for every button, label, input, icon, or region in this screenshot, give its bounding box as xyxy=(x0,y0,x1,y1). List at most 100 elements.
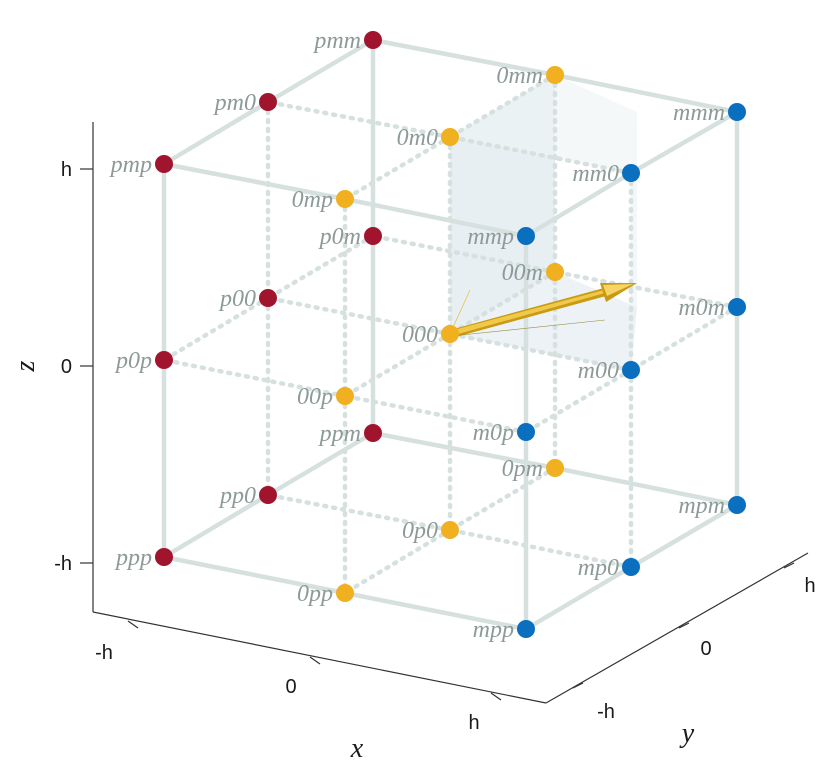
y-tick-labels: -h 0 h xyxy=(597,575,815,723)
point-00m-label: 00m xyxy=(502,260,543,286)
x-axis-title: x xyxy=(350,733,364,764)
point-0mp-label: 0mp xyxy=(292,187,333,213)
lattice-line xyxy=(265,99,453,140)
point-0m0-marker xyxy=(441,128,459,146)
lattice-line xyxy=(447,72,558,140)
point-mm0-label: mm0 xyxy=(572,161,619,187)
cube-edge xyxy=(552,465,740,508)
point-mpp-marker xyxy=(517,620,535,638)
arrow xyxy=(449,283,637,338)
point-0pm-label: 0pm xyxy=(502,456,543,482)
point-ppp-marker xyxy=(155,548,173,566)
point-p00-marker xyxy=(259,289,277,307)
y-tick-label: 0 xyxy=(700,638,711,660)
point-0mm-marker xyxy=(546,66,564,84)
point-00p-marker xyxy=(336,387,354,405)
lattice-line xyxy=(447,331,634,373)
z-tick-label: h xyxy=(61,159,72,181)
point-m0m-marker xyxy=(728,298,746,316)
lattice-line xyxy=(447,269,558,337)
cube-edge xyxy=(161,161,348,202)
lattice-line xyxy=(265,233,376,301)
point-ppm-marker xyxy=(364,424,382,442)
point-000-label: 000 xyxy=(402,322,438,348)
point-mp0-marker xyxy=(622,558,640,576)
point-ppm-label: ppm xyxy=(318,421,361,447)
lattice-line xyxy=(161,357,348,399)
cube-edges xyxy=(161,37,740,632)
point-pmm-label: pmm xyxy=(312,28,361,54)
point-mpp-label: mpp xyxy=(473,617,514,643)
point-pmp-marker xyxy=(155,155,173,173)
point-p0p-marker xyxy=(155,351,173,369)
point-pp0-marker xyxy=(259,486,277,504)
point-0m0-label: 0m0 xyxy=(397,125,438,151)
grid-points xyxy=(155,31,746,638)
cube-edge xyxy=(628,502,740,570)
point-mmp-marker xyxy=(517,227,535,245)
cube-edge xyxy=(523,564,634,632)
point-mpm-marker xyxy=(728,496,746,514)
cube-edge xyxy=(523,170,634,239)
lattice-line xyxy=(447,527,634,570)
point-000-marker xyxy=(441,325,459,343)
point-m0p-label: m0p xyxy=(473,420,514,446)
point-mmp-label: mmp xyxy=(467,224,514,250)
point-0mm-label: 0mm xyxy=(496,63,543,89)
y-tick-label: -h xyxy=(597,701,615,723)
lattice-line xyxy=(552,269,740,310)
point-0p0-marker xyxy=(441,521,459,539)
x-tick-label: h xyxy=(468,712,479,734)
point-0p0-label: 0p0 xyxy=(402,518,438,544)
point-mmm-label: mmm xyxy=(673,100,725,126)
cube-edge xyxy=(342,590,529,632)
cube-edge xyxy=(265,430,376,498)
point-m0p-marker xyxy=(517,423,535,441)
point-0pm-marker xyxy=(546,459,564,477)
point-00p-label: 00p xyxy=(297,384,333,410)
lattice-line xyxy=(342,134,453,202)
lattice-line xyxy=(628,304,740,373)
point-m0m-label: m0m xyxy=(678,295,725,321)
point-pm0-marker xyxy=(259,93,277,111)
lattice-line xyxy=(265,492,453,533)
x-tick-label: 0 xyxy=(285,676,296,698)
cube-edge xyxy=(628,109,740,176)
point-0pp-marker xyxy=(336,584,354,602)
point-labels: pmm pm0 pmp p0m p00 p0p ppm pp0 ppp 0mm 0m0 0mp 00m 0… xyxy=(109,28,725,643)
point-m00-marker xyxy=(622,361,640,379)
z-tick-label: 0 xyxy=(61,356,72,378)
lattice-line xyxy=(447,465,558,533)
cube-edge xyxy=(552,72,740,115)
y-tick-label: h xyxy=(804,575,815,597)
point-p00-label: p00 xyxy=(218,286,256,312)
z-axis-title: z xyxy=(10,360,41,372)
cube-edge xyxy=(161,554,348,596)
point-p0m-marker xyxy=(364,227,382,245)
z-tick-labels: h 0 -h xyxy=(54,159,72,575)
point-0pp-label: 0pp xyxy=(297,581,333,607)
x-tick-label: -h xyxy=(95,642,113,664)
point-mpm-label: mpm xyxy=(678,493,725,519)
point-pm0-label: pm0 xyxy=(213,90,256,116)
point-pmm-marker xyxy=(364,31,382,49)
lattice-line xyxy=(342,331,453,399)
lattice-line xyxy=(265,295,453,337)
lattice-line xyxy=(161,295,271,363)
point-p0p-label: p0p xyxy=(114,348,152,374)
point-mm0-marker xyxy=(622,164,640,182)
point-pmp-label: pmp xyxy=(109,152,152,178)
point-ppp-label: ppp xyxy=(114,545,152,571)
cube-edge xyxy=(370,37,558,78)
cube-edge xyxy=(161,492,271,560)
point-m00-label: m00 xyxy=(578,358,619,384)
plot-axes xyxy=(80,122,809,704)
point-mp0-label: mp0 xyxy=(578,555,619,581)
cube-edge xyxy=(161,99,271,167)
point-0mp-marker xyxy=(336,190,354,208)
z-tick-label: -h xyxy=(54,553,72,575)
point-p0m-label: p0m xyxy=(318,224,361,250)
y-axis-title: y xyxy=(679,718,695,749)
